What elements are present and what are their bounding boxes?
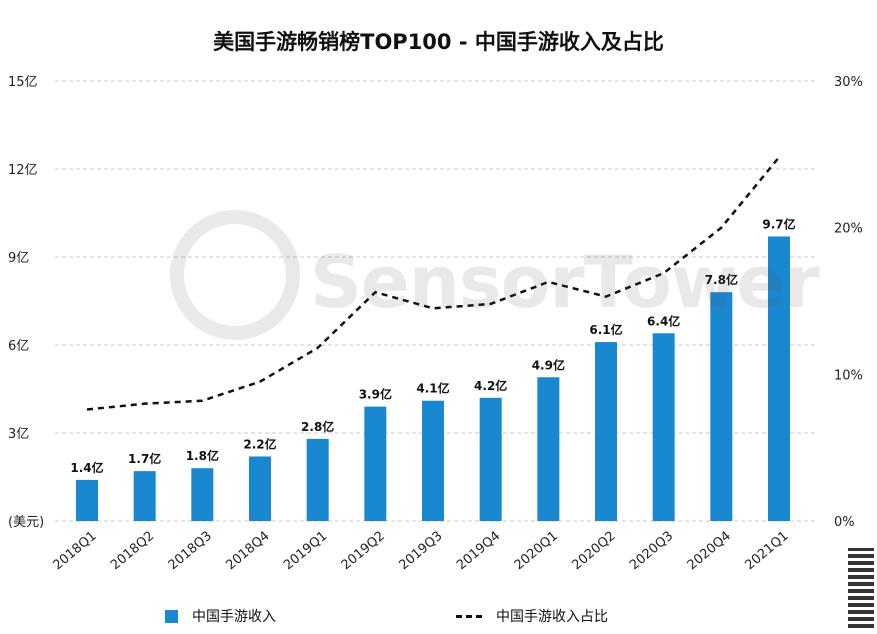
x-tick-label: 2020Q3 bbox=[627, 529, 676, 574]
bar-2021Q1 bbox=[768, 236, 790, 521]
bar-2018Q1 bbox=[76, 479, 98, 521]
x-tick-label: 2020Q1 bbox=[512, 529, 561, 574]
share-line bbox=[86, 156, 780, 411]
bar-2019Q2 bbox=[364, 406, 387, 521]
legend-label-revenue: 中国手游收入 bbox=[192, 609, 276, 625]
bar-2020Q4 bbox=[710, 292, 733, 521]
bar-label-2019Q3: 4.1亿 bbox=[416, 381, 449, 396]
bar-2019Q3 bbox=[422, 400, 444, 521]
x-tick-label: 2019Q1 bbox=[281, 529, 330, 574]
bar-label-2020Q3: 6.4亿 bbox=[647, 313, 680, 328]
y-left-unit-label: (美元) bbox=[8, 515, 44, 530]
bar-label-2018Q2: 1.7亿 bbox=[128, 451, 161, 466]
bar-2020Q2 bbox=[595, 342, 617, 521]
legend-bar-swatch bbox=[165, 609, 178, 623]
legend-item-share: 中国手游收入占比 bbox=[456, 606, 608, 626]
x-tick-label: 2018Q4 bbox=[223, 529, 272, 574]
y-left-tick-label: 12亿 bbox=[8, 163, 38, 178]
bar-label-2019Q1: 2.8亿 bbox=[301, 419, 334, 434]
bar-label-2021Q1: 9.7亿 bbox=[762, 216, 795, 231]
bar-label-2018Q4: 2.2亿 bbox=[243, 436, 276, 451]
bar-2019Q1 bbox=[306, 438, 329, 521]
bar-2020Q3 bbox=[652, 333, 675, 521]
y-right-tick-label: 30% bbox=[834, 75, 863, 90]
bar-label-2018Q1: 1.4亿 bbox=[70, 460, 103, 475]
x-tick-label: 2021Q1 bbox=[742, 529, 791, 574]
legend-label-share: 中国手游收入占比 bbox=[496, 609, 608, 625]
bar-label-2018Q3: 1.8亿 bbox=[186, 448, 219, 463]
y-left-tick-label: 3亿 bbox=[8, 427, 29, 442]
y-right-tick-label: 0% bbox=[834, 515, 855, 530]
x-tick-label: 2019Q2 bbox=[339, 529, 388, 574]
y-left-tick-label: 9亿 bbox=[8, 251, 29, 266]
x-tick-label: 2019Q4 bbox=[454, 529, 503, 574]
x-tick-label: 2020Q4 bbox=[685, 529, 734, 574]
x-tick-label: 2018Q3 bbox=[166, 529, 215, 574]
x-tick-label: 2020Q2 bbox=[569, 529, 618, 574]
bar-2018Q3 bbox=[191, 468, 214, 521]
legend-line-swatch bbox=[456, 614, 482, 618]
legend-item-revenue: 中国手游收入 bbox=[165, 606, 276, 626]
x-tick-label: 2019Q3 bbox=[396, 529, 445, 574]
x-tick-label: 2018Q2 bbox=[108, 529, 157, 574]
bar-2019Q4 bbox=[479, 397, 502, 521]
chart-title: 美国手游畅销榜TOP100 - 中国手游收入及占比 bbox=[213, 30, 664, 54]
bar-label-2019Q4: 4.2亿 bbox=[474, 378, 507, 393]
x-tick-label: 2018Q1 bbox=[50, 529, 99, 574]
y-right-tick-label: 10% bbox=[834, 368, 863, 383]
y-left-tick-label: 6亿 bbox=[8, 339, 29, 354]
bar-2018Q4 bbox=[249, 456, 271, 521]
bar-2018Q2 bbox=[133, 471, 156, 521]
y-left-tick-label: 15亿 bbox=[8, 75, 38, 90]
qr-code-icon bbox=[848, 548, 874, 628]
bar-label-2019Q2: 3.9亿 bbox=[359, 387, 392, 402]
bar-label-2020Q2: 6.1亿 bbox=[589, 322, 622, 337]
bar-2020Q1 bbox=[537, 377, 560, 521]
y-right-tick-label: 20% bbox=[834, 222, 863, 237]
bar-label-2020Q4: 7.8亿 bbox=[705, 272, 738, 287]
bar-label-2020Q1: 4.9亿 bbox=[532, 357, 565, 372]
